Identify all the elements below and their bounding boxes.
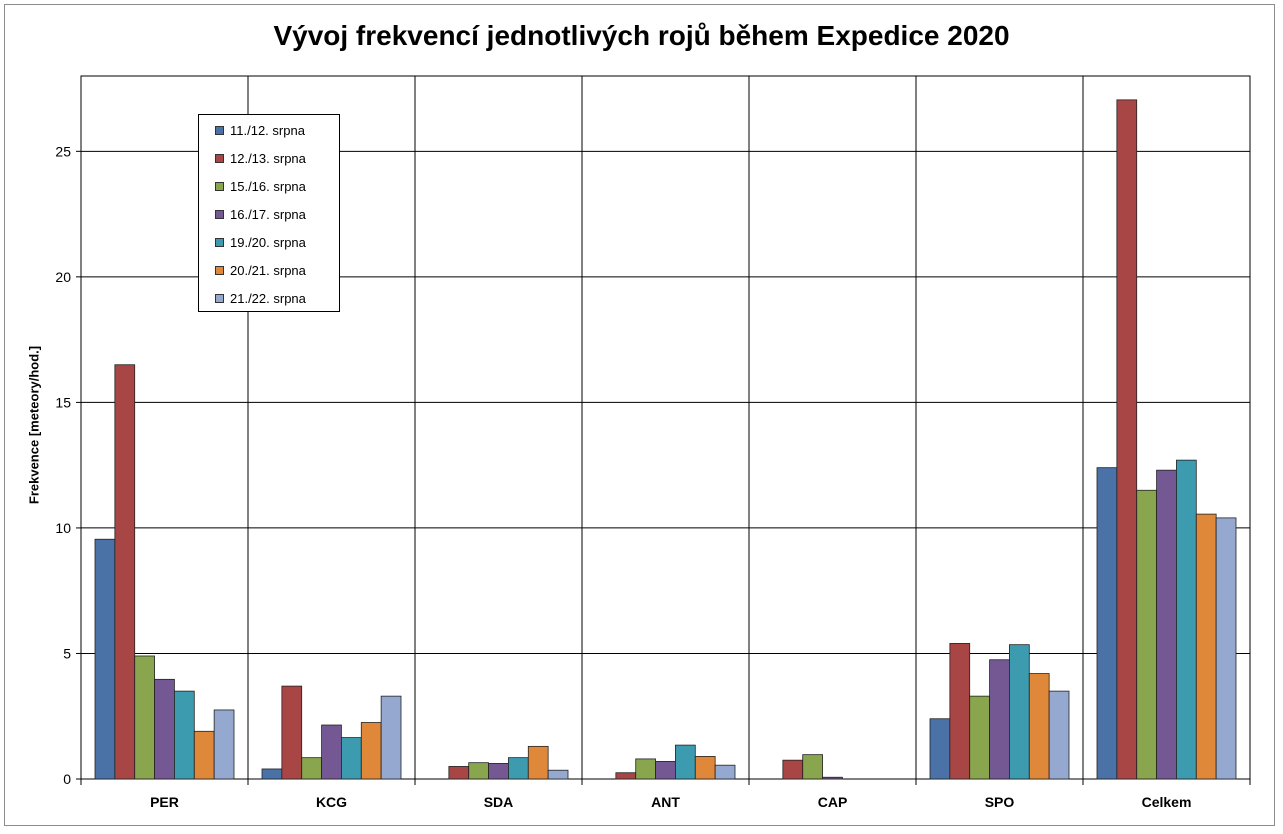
bar-spo-7	[1048, 690, 1070, 780]
x-tick-label: KCG	[316, 794, 347, 810]
bar-celkem-4	[1156, 469, 1177, 780]
bar-spo-4	[989, 659, 1010, 780]
legend-swatch	[215, 181, 224, 191]
bar-sda-6	[527, 745, 549, 780]
bar-sda-7	[547, 769, 569, 780]
bar-celkem-2	[1116, 99, 1138, 780]
bar-ant-6	[694, 756, 716, 780]
x-tick-label: CAP	[818, 794, 848, 810]
bar-kcg-3	[301, 757, 322, 780]
bar-kcg-5	[341, 737, 362, 780]
bar-celkem-6	[1195, 513, 1217, 780]
legend-label: 11./12. srpna	[230, 122, 305, 138]
chart-title: Vývoj frekvencí jednotlivých rojů během …	[273, 20, 1010, 51]
bar-sda-2	[448, 766, 470, 780]
y-tick-label: 25	[55, 143, 71, 159]
bar-kcg-7	[380, 695, 402, 780]
bar-ant-3	[635, 758, 656, 780]
legend-label: 12./13. srpna	[230, 150, 306, 166]
bar-celkem-5	[1176, 459, 1197, 780]
bar-spo-1	[929, 718, 951, 780]
bar-cap-4	[822, 776, 843, 780]
legend-item: 21./22. srpna	[215, 290, 306, 306]
x-tick-label: Celkem	[1142, 794, 1192, 810]
bar-sda-5	[508, 757, 529, 780]
legend-label: 19./20. srpna	[230, 234, 306, 250]
legend-item: 15./16. srpna	[215, 178, 306, 194]
legend-label: 20./21. srpna	[230, 262, 306, 278]
y-tick-label: 0	[63, 771, 71, 787]
legend-label: 16./17. srpna	[230, 206, 306, 222]
bar-spo-2	[949, 643, 971, 780]
x-tick-label: PER	[150, 794, 179, 810]
bar-cap-2	[782, 759, 804, 780]
legend-swatch	[215, 265, 224, 275]
bar-sda-4	[488, 763, 509, 780]
x-tick-label: SDA	[484, 794, 514, 810]
legend-item: 20./21. srpna	[215, 262, 306, 278]
chart-legend: 11./12. srpna 12./13. srpna 15./16. srpna 1…	[198, 114, 340, 312]
y-tick-label: 10	[55, 520, 71, 536]
legend-item: 12./13. srpna	[215, 150, 306, 166]
bar-ant-7	[714, 764, 736, 780]
legend-label: 21./22. srpna	[230, 290, 306, 306]
bar-spo-5	[1009, 644, 1030, 780]
bar-per-4	[154, 678, 175, 780]
bar-per-6	[193, 730, 215, 780]
bar-per-1	[94, 538, 116, 780]
legend-swatch	[215, 125, 224, 135]
bar-celkem-7	[1215, 517, 1237, 780]
bar-ant-2	[615, 772, 637, 780]
bar-spo-3	[969, 695, 990, 780]
bar-cap-3	[802, 754, 823, 780]
bar-kcg-4	[321, 724, 342, 780]
bar-ant-4	[655, 761, 676, 780]
bar-ant-5	[675, 744, 696, 780]
bar-kcg-2	[281, 685, 303, 780]
legend-swatch	[215, 237, 224, 247]
legend-label: 15./16. srpna	[230, 178, 306, 194]
bar-kcg-6	[360, 722, 382, 780]
legend-item: 16./17. srpna	[215, 206, 306, 222]
y-tick-label: 5	[63, 645, 71, 661]
bar-per-3	[134, 655, 155, 780]
bar-per-2	[114, 364, 136, 780]
bar-kcg-1	[261, 768, 283, 780]
bar-per-5	[174, 690, 195, 780]
legend-item: 11./12. srpna	[215, 122, 305, 138]
x-tick-label: ANT	[651, 794, 680, 810]
y-tick-label: 20	[55, 269, 71, 285]
bar-celkem-1	[1096, 467, 1118, 780]
bar-spo-6	[1028, 673, 1050, 780]
bar-sda-3	[468, 762, 489, 780]
legend-swatch	[215, 153, 224, 163]
x-tick-label: SPO	[985, 794, 1015, 810]
legend-swatch	[215, 209, 224, 219]
bar-per-7	[213, 709, 235, 780]
y-tick-label: 15	[55, 394, 71, 410]
bar-celkem-3	[1136, 489, 1157, 780]
legend-swatch	[215, 293, 224, 303]
legend-item: 19./20. srpna	[215, 234, 306, 250]
